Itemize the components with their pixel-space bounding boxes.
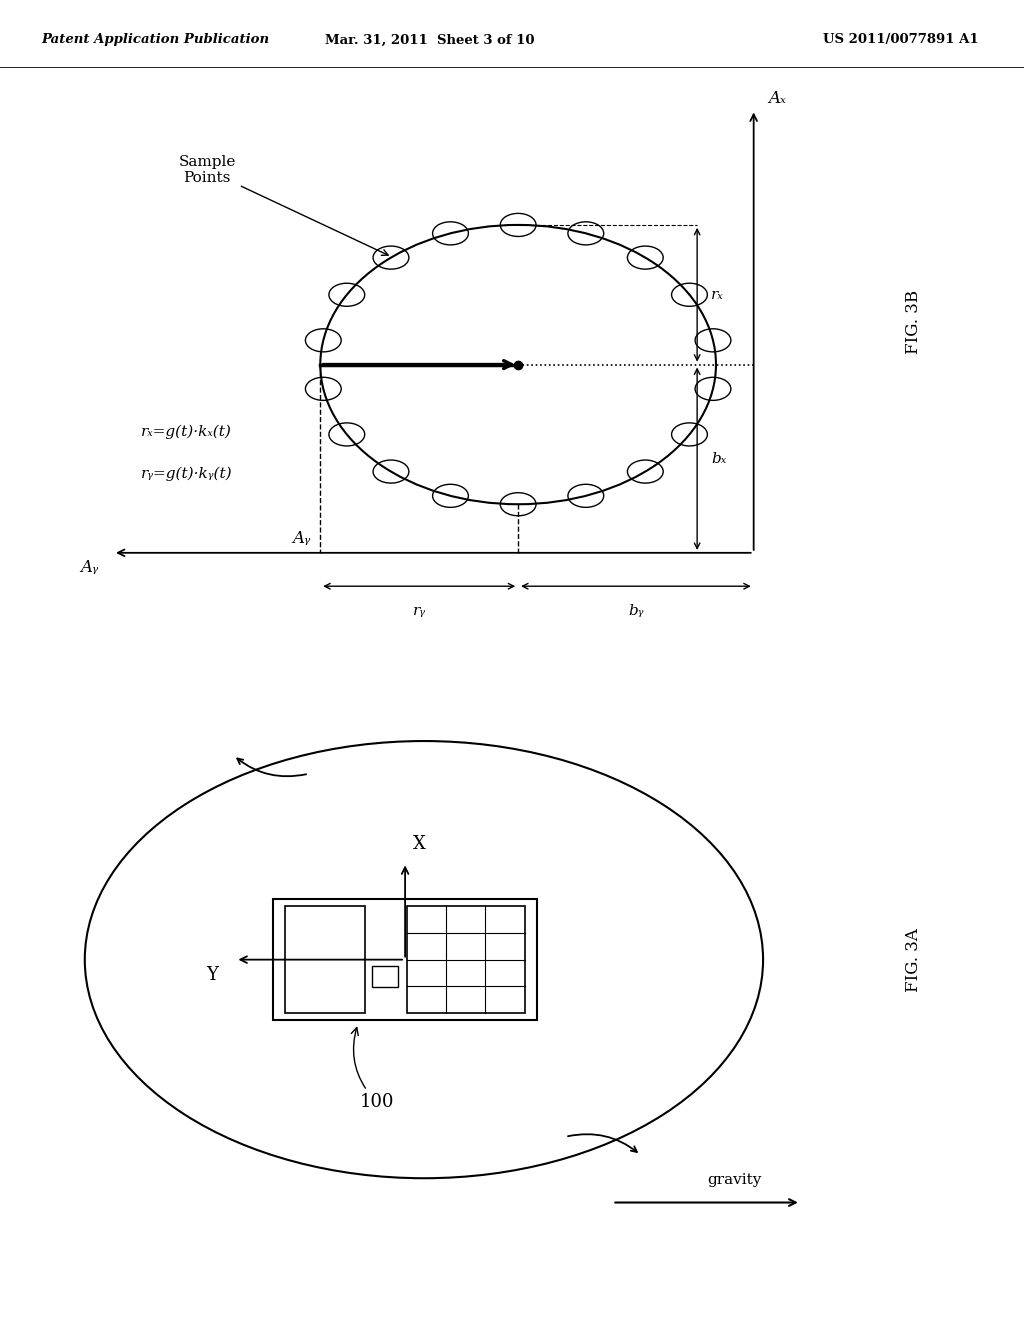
Bar (273, 899, 537, 1020)
Text: rᵧ=g(t)·kᵧ(t): rᵧ=g(t)·kᵧ(t) (141, 467, 232, 480)
Text: Aᵧ: Aᵧ (293, 529, 311, 546)
Bar (407, 907, 524, 1012)
Text: FIG. 3B: FIG. 3B (905, 290, 923, 354)
Text: Aᵧ: Aᵧ (81, 558, 99, 576)
Text: rᵧ: rᵧ (413, 605, 426, 619)
Text: Sample
Points: Sample Points (178, 156, 388, 255)
Text: bᵧ: bᵧ (628, 605, 644, 619)
Text: Mar. 31, 2011  Sheet 3 of 10: Mar. 31, 2011 Sheet 3 of 10 (326, 33, 535, 46)
Text: rₓ=g(t)·kₓ(t): rₓ=g(t)·kₓ(t) (141, 424, 232, 438)
Text: bₓ: bₓ (712, 451, 726, 466)
Text: X: X (413, 836, 426, 854)
Text: US 2011/0077891 A1: US 2011/0077891 A1 (823, 33, 979, 46)
Text: FIG. 3A: FIG. 3A (905, 928, 923, 991)
Text: rₓ: rₓ (712, 288, 724, 302)
Bar (372, 966, 398, 987)
Text: gravity: gravity (708, 1173, 762, 1188)
Bar (285, 907, 365, 1012)
Text: Aₓ: Aₓ (768, 90, 785, 107)
Text: Y: Y (206, 966, 218, 983)
Text: 100: 100 (351, 1027, 394, 1111)
Text: Patent Application Publication: Patent Application Publication (41, 33, 269, 46)
